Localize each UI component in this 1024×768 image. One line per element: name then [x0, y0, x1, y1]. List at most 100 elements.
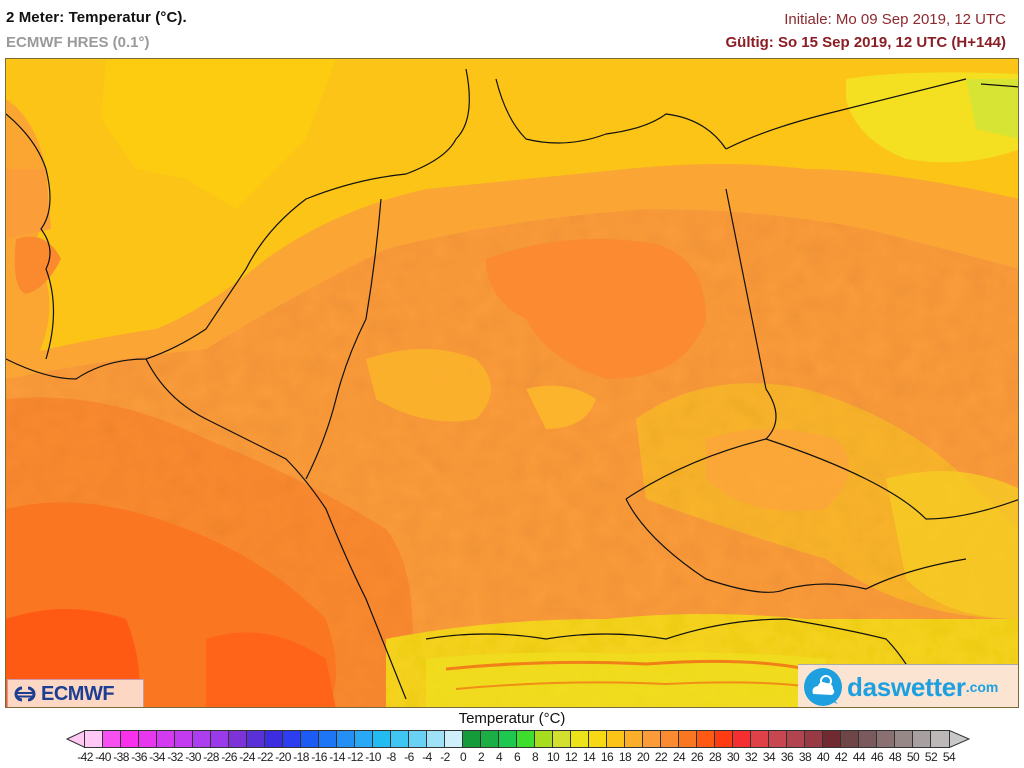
- colorbar-tick-label: -2: [440, 750, 450, 764]
- colorbar-tick-label: 52: [924, 750, 938, 764]
- colorbar-box: [859, 731, 877, 747]
- colorbar-box: [715, 731, 733, 747]
- colorbar-tick-label: 40: [816, 750, 830, 764]
- colorbar-box: [643, 731, 661, 747]
- colorbar-tick-label: -10: [365, 750, 381, 764]
- ecmwf-mark-icon: [12, 685, 38, 703]
- temperature-map: ECMWF daswetter .com: [5, 58, 1019, 708]
- colorbar-box: [751, 731, 769, 747]
- colorbar-tick-label: 48: [888, 750, 902, 764]
- map-layers: [6, 59, 1018, 707]
- colorbar-tick-label: 2: [477, 750, 485, 764]
- colorbar-tick-label: -12: [347, 750, 363, 764]
- colorbar-tick-label: -20: [275, 750, 291, 764]
- map-title: 2 Meter: Temperatur (°C).: [6, 9, 187, 26]
- colorbar-box: [139, 731, 157, 747]
- colorbar-box: [769, 731, 787, 747]
- colorbar-tick-label: -22: [257, 750, 273, 764]
- colorbar-box: [247, 731, 265, 747]
- colorbar-tick-label: 6: [513, 750, 521, 764]
- colorbar-box: [355, 731, 373, 747]
- colorbar-box: [733, 731, 751, 747]
- colorbar-box: [481, 731, 499, 747]
- daswetter-logo-text: daswetter: [847, 671, 966, 702]
- colorbar-tick-label: 28: [708, 750, 722, 764]
- ecmwf-logo-text: ECMWF: [41, 682, 115, 705]
- model-label: ECMWF HRES (0.1°): [6, 34, 150, 51]
- colorbar-tick-label: -40: [95, 750, 111, 764]
- colorbar-tick-label: -34: [149, 750, 165, 764]
- colorbar-box: [607, 731, 625, 747]
- colorbar-tick-label: 20: [636, 750, 650, 764]
- colorbar-tick-label: -14: [329, 750, 345, 764]
- colorbar-tick-label: 4: [495, 750, 503, 764]
- colorbar-box: [589, 731, 607, 747]
- colorbar-box: [319, 731, 337, 747]
- valid-time: Gültig: So 15 Sep 2019, 12 UTC (H+144): [725, 34, 1006, 51]
- colorbar-tick-label: -8: [386, 750, 396, 764]
- colorbar-left-arrow-icon: [66, 730, 86, 748]
- colorbar-box: [697, 731, 715, 747]
- colorbar-tick-label: 34: [762, 750, 776, 764]
- colorbar-box: [877, 731, 895, 747]
- colorbar-tick-label: 0: [459, 750, 467, 764]
- colorbar-tick-label: 26: [690, 750, 704, 764]
- colorbar-tick-label: 42: [834, 750, 848, 764]
- colorbar-tick-label: 18: [618, 750, 632, 764]
- colorbar-tick-label: 14: [582, 750, 596, 764]
- colorbar-tick-label: 32: [744, 750, 758, 764]
- colorbar-box: [445, 731, 463, 747]
- ecmwf-logo: ECMWF: [7, 679, 144, 707]
- colorbar-box: [373, 731, 391, 747]
- colorbar-tick-label: 30: [726, 750, 740, 764]
- colorbar-box: [841, 731, 859, 747]
- colorbar-box: [85, 731, 103, 747]
- colorbar-tick-label: 24: [672, 750, 686, 764]
- colorbar-box: [625, 731, 643, 747]
- colorbar-box: [427, 731, 445, 747]
- colorbar-box: [409, 731, 427, 747]
- colorbar-tick-label: -36: [131, 750, 147, 764]
- colorbar-tick-label: 10: [546, 750, 560, 764]
- colorbar-box: [661, 731, 679, 747]
- colorbar-tick-label: -42: [77, 750, 93, 764]
- daswetter-logo-suffix: .com: [965, 679, 999, 695]
- colorbar-tick-label: -16: [311, 750, 327, 764]
- colorbar-box: [463, 731, 481, 747]
- colorbar-box: [679, 731, 697, 747]
- colorbar-tick-label: 8: [531, 750, 539, 764]
- colorbar-tick-label: 50: [906, 750, 920, 764]
- colorbar-tick-label: -6: [404, 750, 414, 764]
- colorbar-tick-label: -26: [221, 750, 237, 764]
- colorbar: [66, 730, 971, 748]
- colorbar-tick-label: -32: [167, 750, 183, 764]
- colorbar-tick-labels: -42 -40 -38 -36 -34 -32 -30 -28 -26 -24 -22 -20 -18-…: [66, 750, 986, 766]
- colorbar-box: [499, 731, 517, 747]
- colorbar-tick-label: -4: [422, 750, 432, 764]
- colorbar-box: [301, 731, 319, 747]
- colorbar-box: [571, 731, 589, 747]
- colorbar-tick-label: -24: [239, 750, 255, 764]
- colorbar-box: [931, 731, 949, 747]
- colorbar-tick-label: -38: [113, 750, 129, 764]
- daswetter-logo: daswetter .com: [798, 664, 1018, 707]
- colorbar-box: [229, 731, 247, 747]
- colorbar-box: [535, 731, 553, 747]
- colorbar-box: [265, 731, 283, 747]
- colorbar-box: [913, 731, 931, 747]
- colorbar-boxes: [84, 730, 950, 748]
- colorbar-tick-label: 16: [600, 750, 614, 764]
- colorbar-tick-label: -28: [203, 750, 219, 764]
- cloud-sun-icon: [804, 668, 842, 706]
- colorbar-box: [787, 731, 805, 747]
- colorbar-tick-label: 12: [564, 750, 578, 764]
- init-time: Initiale: Mo 09 Sep 2019, 12 UTC: [784, 11, 1006, 28]
- colorbar-right-arrow-icon: [949, 730, 971, 748]
- colorbar-tick-label: -18: [293, 750, 309, 764]
- colorbar-box: [283, 731, 301, 747]
- colorbar-box: [103, 731, 121, 747]
- colorbar-box: [193, 731, 211, 747]
- colorbar-box: [553, 731, 571, 747]
- legend-title: Temperatur (°C): [458, 710, 566, 727]
- colorbar-tick-label: 46: [870, 750, 884, 764]
